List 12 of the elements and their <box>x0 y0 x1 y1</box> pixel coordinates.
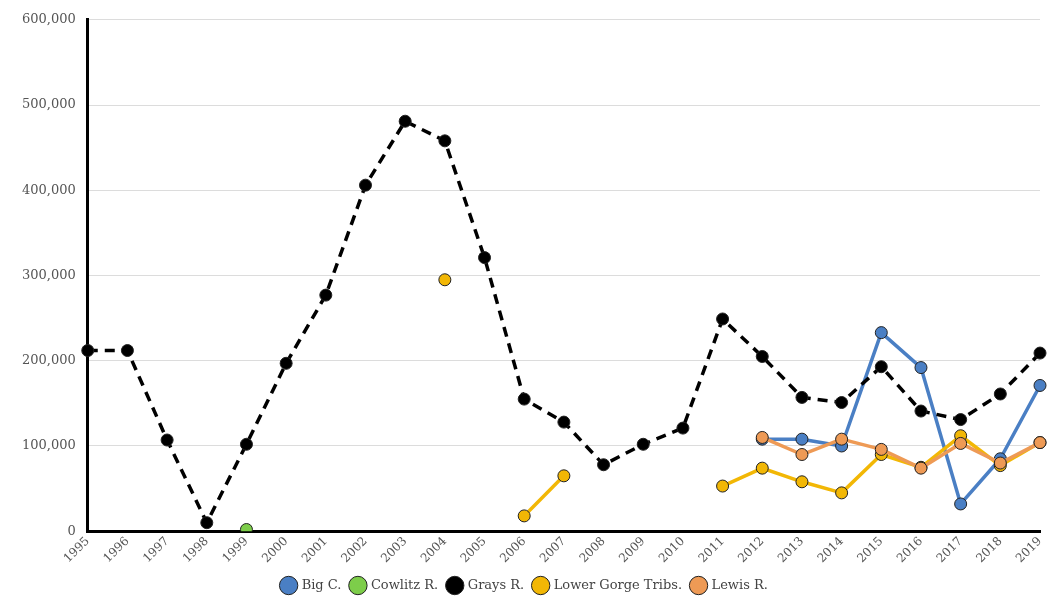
y-tick-label: 500,000 <box>21 96 76 112</box>
y-tick-label: 300,000 <box>21 266 76 282</box>
legend-label: Big C. <box>301 576 342 592</box>
y-tick-label: 0 <box>67 522 76 538</box>
legend-label: Cowlitz R. <box>370 576 439 592</box>
y-tick-label: 100,000 <box>21 437 76 453</box>
legend-label: Lower Gorge Tribs. <box>553 576 683 592</box>
y-tick-label: 200,000 <box>21 352 76 368</box>
legend-label: Lewis R. <box>711 576 768 592</box>
legend-label: Grays R. <box>467 576 525 592</box>
y-tick-label: 400,000 <box>21 181 76 197</box>
y-tick-label: 600,000 <box>21 11 76 27</box>
